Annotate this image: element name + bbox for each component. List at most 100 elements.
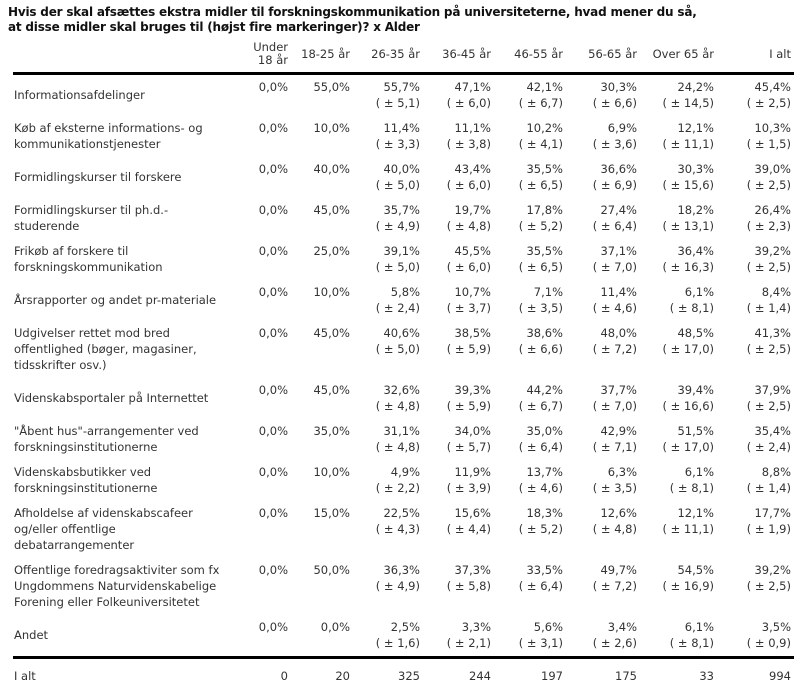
value-cell: 48,0%( ± 7,2) [566, 321, 640, 378]
margin-of-error: ( ± 8,1) [640, 300, 714, 316]
percentage-value: 8,4% [717, 284, 791, 300]
percentage-value: 12,6% [566, 505, 637, 521]
percentage-value: 6,1% [640, 619, 714, 635]
percentage-value: 45,5% [423, 243, 491, 259]
margin-of-error: ( ± 6,7) [494, 95, 563, 111]
percentage-value: 0,0% [235, 284, 288, 300]
table-row: "Åbent hus"-arrangementer ved forsknings… [13, 419, 794, 460]
percentage-value: 0,0% [235, 464, 288, 480]
value-cell: 0,0% [235, 116, 291, 157]
column-header: 26-35 år [353, 39, 423, 74]
column-header: 56-65 år [566, 39, 640, 74]
percentage-value: 33,5% [494, 562, 563, 578]
value-cell: 55,7%( ± 5,1) [353, 74, 423, 117]
report-title-line1: Hvis der skal afsættes ekstra midler til… [8, 5, 800, 20]
percentage-value: 4,9% [353, 464, 420, 480]
column-header: 46-55 år [494, 39, 566, 74]
value-cell: 0,0% [235, 501, 291, 558]
margin-of-error: ( ± 16,6) [640, 398, 714, 414]
row-label: Formidlingskurser til ph.d.-studerende [13, 198, 235, 239]
margin-of-error: ( ± 4,9) [353, 218, 420, 234]
percentage-value: 0,0% [235, 120, 288, 136]
percentage-value: 39,2% [717, 243, 791, 259]
percentage-value: 10,0% [291, 120, 350, 136]
margin-of-error: ( ± 2,4) [717, 439, 791, 455]
percentage-value: 6,1% [640, 284, 714, 300]
percentage-value: 3,4% [566, 619, 637, 635]
margin-of-error: ( ± 4,6) [494, 480, 563, 496]
value-cell: 35,5%( ± 6,5) [494, 239, 566, 280]
value-cell: 40,6%( ± 5,0) [353, 321, 423, 378]
percentage-value: 0,0% [235, 505, 288, 521]
percentage-value: 54,5% [640, 562, 714, 578]
margin-of-error: ( ± 6,6) [494, 341, 563, 357]
margin-of-error: ( ± 5,8) [423, 578, 491, 594]
percentage-value: 43,4% [423, 161, 491, 177]
value-cell: 24,2%( ± 14,5) [640, 74, 717, 117]
total-value: 175 [566, 658, 640, 684]
percentage-value: 40,0% [291, 161, 350, 177]
column-header: Over 65 år [640, 39, 717, 74]
value-cell: 50,0% [291, 558, 353, 615]
margin-of-error: ( ± 2,5) [717, 341, 791, 357]
value-cell: 36,3%( ± 4,9) [353, 558, 423, 615]
row-label: Afholdelse af videnskabscafeer og/eller … [13, 501, 235, 558]
percentage-value: 30,3% [640, 161, 714, 177]
margin-of-error: ( ± 17,0) [640, 439, 714, 455]
value-cell: 0,0% [235, 239, 291, 280]
percentage-value: 37,9% [717, 382, 791, 398]
percentage-value: 37,3% [423, 562, 491, 578]
value-cell: 3,5%( ± 0,9) [717, 615, 794, 658]
value-cell: 36,6%( ± 6,9) [566, 157, 640, 198]
value-cell: 39,0%( ± 2,5) [717, 157, 794, 198]
percentage-value: 6,3% [566, 464, 637, 480]
total-value: 994 [717, 658, 794, 684]
value-cell: 11,4%( ± 4,6) [566, 280, 640, 321]
value-cell: 45,4%( ± 2,5) [717, 74, 794, 117]
percentage-value: 15,0% [291, 505, 350, 521]
value-cell: 51,5%( ± 17,0) [640, 419, 717, 460]
value-cell: 25,0% [291, 239, 353, 280]
percentage-value: 8,8% [717, 464, 791, 480]
percentage-value: 42,9% [566, 423, 637, 439]
margin-of-error: ( ± 3,1) [494, 635, 563, 651]
value-cell: 54,5%( ± 16,9) [640, 558, 717, 615]
percentage-value: 35,0% [291, 423, 350, 439]
percentage-value: 31,1% [353, 423, 420, 439]
value-cell: 6,1%( ± 8,1) [640, 280, 717, 321]
percentage-value: 12,1% [640, 505, 714, 521]
value-cell: 7,1%( ± 3,5) [494, 280, 566, 321]
row-label: Offentlige foredragsaktiviter som fx Ung… [13, 558, 235, 615]
margin-of-error: ( ± 5,1) [353, 95, 420, 111]
value-cell: 0,0% [235, 558, 291, 615]
percentage-value: 36,4% [640, 243, 714, 259]
value-cell: 0,0% [291, 615, 353, 658]
value-cell: 37,3%( ± 5,8) [423, 558, 494, 615]
margin-of-error: ( ± 1,4) [717, 300, 791, 316]
margin-of-error: ( ± 4,6) [566, 300, 637, 316]
percentage-value: 39,4% [640, 382, 714, 398]
margin-of-error: ( ± 14,5) [640, 95, 714, 111]
value-cell: 0,0% [235, 615, 291, 658]
value-cell: 6,1%( ± 8,1) [640, 615, 717, 658]
margin-of-error: ( ± 3,5) [566, 480, 637, 496]
percentage-value: 32,6% [353, 382, 420, 398]
percentage-value: 5,8% [353, 284, 420, 300]
row-label: Formidlingskurser til forskere [13, 157, 235, 198]
column-header: 18-25 år [291, 39, 353, 74]
percentage-value: 3,5% [717, 619, 791, 635]
value-cell: 12,1%( ± 11,1) [640, 501, 717, 558]
margin-of-error: ( ± 4,8) [353, 398, 420, 414]
margin-of-error: ( ± 1,4) [717, 480, 791, 496]
margin-of-error: ( ± 3,6) [566, 136, 637, 152]
value-cell: 26,4%( ± 2,3) [717, 198, 794, 239]
percentage-value: 19,7% [423, 202, 491, 218]
percentage-value: 11,1% [423, 120, 491, 136]
value-cell: 2,5%( ± 1,6) [353, 615, 423, 658]
margin-of-error: ( ± 4,1) [494, 136, 563, 152]
margin-of-error: ( ± 6,5) [494, 259, 563, 275]
value-cell: 42,1%( ± 6,7) [494, 74, 566, 117]
